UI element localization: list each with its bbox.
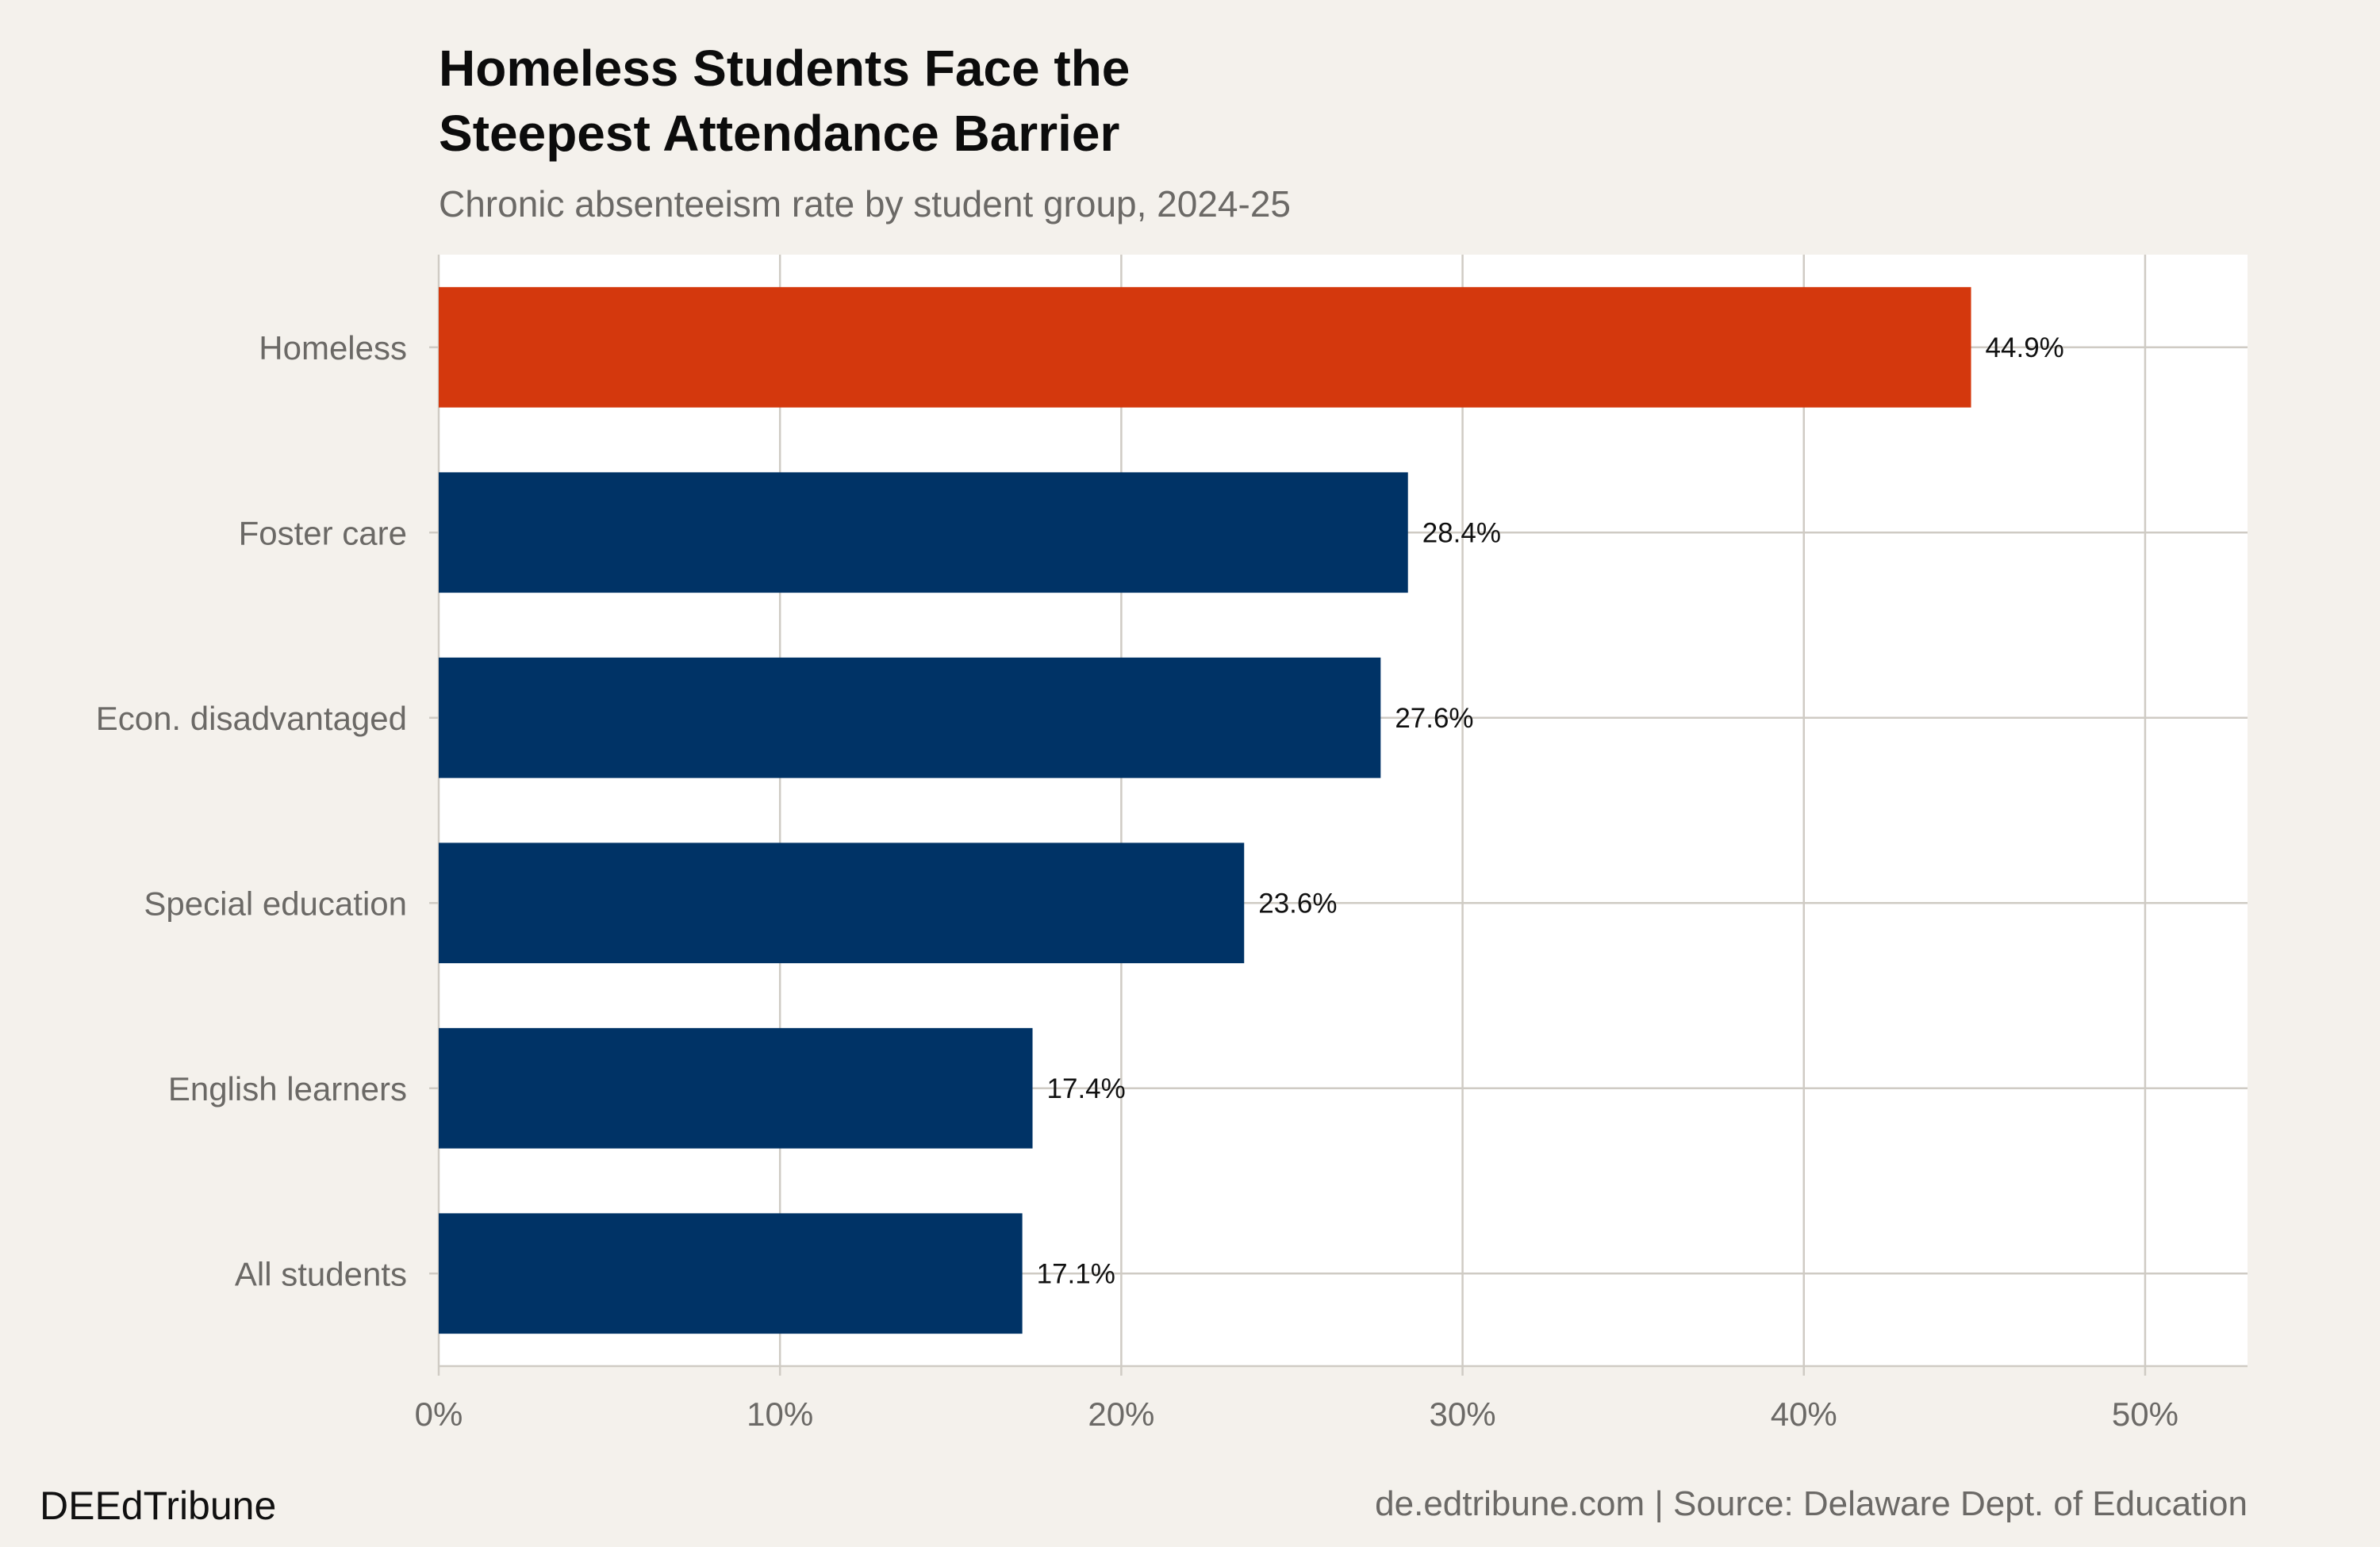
x-axis-ticks: 0% 10% 20% 30% 40% 50% [415,1395,2178,1433]
x-tick-label: 0% [415,1395,463,1433]
value-label: 28.4% [1422,517,1501,548]
bar-homeless [439,286,1971,408]
bar-foster-care [439,472,1408,593]
chart-subtitle: Chronic absenteeism rate by student grou… [439,183,1291,225]
brand-logo-text: DEEdTribune [40,1484,276,1528]
x-tick-label: 40% [1771,1395,1837,1433]
value-label: 17.4% [1047,1073,1126,1104]
bars [439,286,1971,1334]
chart-title-line-1: Homeless Students Face the [439,40,1130,97]
chart-title-line-2: Steepest Attendance Barrier [439,105,1119,162]
bar-all-students [439,1213,1023,1334]
category-label: English learners [168,1070,407,1107]
plot-panel [439,255,2248,1366]
value-label: 44.9% [1986,332,2064,363]
category-label: Econ. disadvantaged [96,700,407,737]
x-tick-label: 50% [2112,1395,2178,1433]
value-label: 23.6% [1258,888,1337,919]
bar-english-learners [439,1027,1033,1149]
value-labels: 44.9% 28.4% 27.6% 23.6% 17.4% 17.1% [1037,332,2064,1290]
category-label: Homeless [259,329,407,367]
value-label: 17.1% [1037,1258,1115,1289]
x-tick-label: 10% [747,1395,813,1433]
source-caption: de.edtribune.com | Source: Delaware Dept… [1375,1484,2248,1523]
bar-econ-disadvantaged [439,657,1381,778]
x-tick-label: 30% [1430,1395,1496,1433]
value-label: 27.6% [1395,703,1473,734]
category-label: All students [235,1255,407,1292]
category-label: Special education [144,885,407,922]
category-label: Foster care [239,514,407,551]
bar-special-education [439,843,1245,964]
category-labels: Homeless Foster care Econ. disadvantaged Sp… [96,329,407,1293]
x-tick-label: 20% [1088,1395,1154,1433]
